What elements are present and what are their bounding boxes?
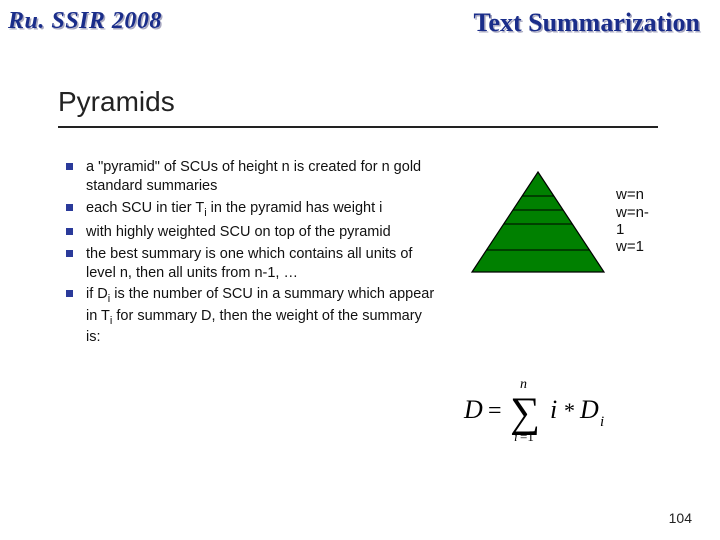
bullet-list: a "pyramid" of SCUs of height n is creat… <box>58 158 438 446</box>
svg-text:*: * <box>564 398 575 423</box>
title-underline <box>58 126 658 128</box>
svg-text:i: i <box>600 414 604 430</box>
right-column: w=n w=n-1 w=1 D = ∑ n i =1 i * D i <box>468 158 698 446</box>
svg-text:n: n <box>520 377 527 392</box>
formula-svg: D = ∑ n i =1 i * D i <box>458 376 658 446</box>
bullet-item: if Di is the number of SCU in a summary … <box>58 285 438 346</box>
svg-text:=: = <box>488 398 502 424</box>
page-number: 104 <box>669 510 692 526</box>
svg-text:D: D <box>579 395 599 424</box>
topic-label: Text Summarization <box>473 8 700 38</box>
title-block: Pyramids <box>58 86 720 128</box>
bullets-ul: a "pyramid" of SCUs of height n is creat… <box>58 158 438 347</box>
svg-text:=1: =1 <box>520 429 534 444</box>
slide-title: Pyramids <box>58 86 720 118</box>
pyramid-svg <box>468 168 608 278</box>
bullet-item: each SCU in tier Ti in the pyramid has w… <box>58 199 438 220</box>
bullet-item: a "pyramid" of SCUs of height n is creat… <box>58 158 438 196</box>
svg-text:i: i <box>550 395 557 424</box>
content-area: a "pyramid" of SCUs of height n is creat… <box>58 158 720 446</box>
pyramid-label-top: w=n <box>616 186 644 203</box>
pyramid-label-bottom: w=1 <box>616 238 644 255</box>
bullet-item: with highly weighted SCU on top of the p… <box>58 223 438 242</box>
formula: D = ∑ n i =1 i * D i <box>458 376 698 446</box>
pyramid-diagram: w=n w=n-1 w=1 <box>468 168 638 278</box>
svg-text:i: i <box>514 429 518 444</box>
svg-text:D: D <box>463 395 483 424</box>
bullet-item: the best summary is one which contains a… <box>58 245 438 283</box>
conference-label: Ru. SSIR 2008 <box>8 8 162 38</box>
pyramid-label-second: w=n-1 <box>616 204 649 238</box>
slide-header: Ru. SSIR 2008 Text Summarization <box>0 0 720 38</box>
